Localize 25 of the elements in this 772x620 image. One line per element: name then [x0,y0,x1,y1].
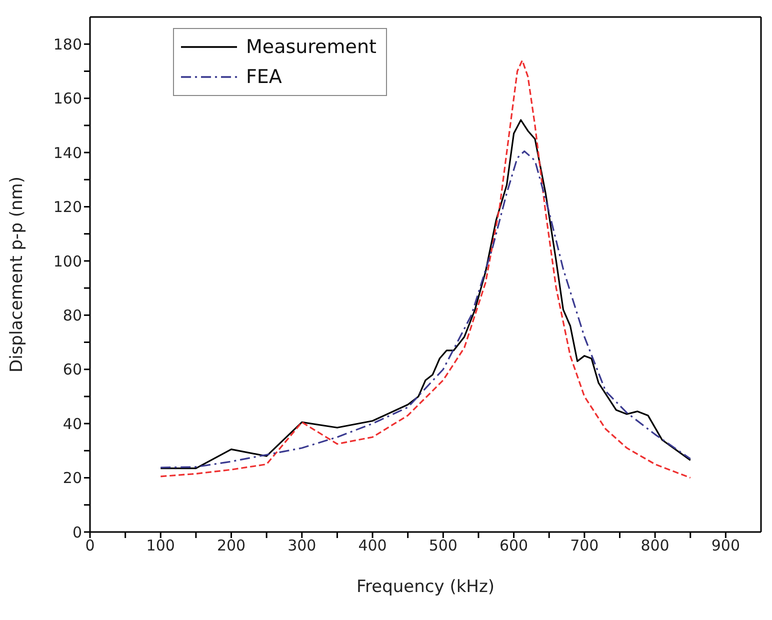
line-series [160,60,692,479]
y-tick-label: 20 [62,469,82,488]
y-tick-label: 180 [53,35,82,54]
y-tick-label: 120 [53,198,82,216]
x-tick-label: 100 [146,536,175,555]
y-tick-label: 160 [53,90,82,108]
x-axis-title: Frequency (kHz) [356,577,495,597]
y-tick-label: 80 [62,306,82,324]
y-tick-label: 40 [62,414,82,433]
y-tick-label: 0 [72,523,82,542]
y-tick-label: 140 [53,144,82,162]
x-tick-label: 500 [428,536,458,555]
x-tick-label: 0 [85,536,95,555]
x-tick-label: 800 [640,536,670,555]
x-tick-label: 700 [570,536,599,555]
x-tick-label: 200 [216,536,246,555]
x-tick-label: 900 [711,536,740,555]
y-tick-label: 100 [53,252,82,270]
y-tick-label: 60 [62,360,82,379]
x-tick-label: 400 [358,536,387,555]
legend-label: Measurement [246,36,376,58]
x-tick-label: 300 [288,536,316,555]
y-axis-title: Displacement p-p (nm) [7,176,28,372]
x-tick-label: 600 [499,536,528,555]
legend-label: FEA [246,66,282,88]
